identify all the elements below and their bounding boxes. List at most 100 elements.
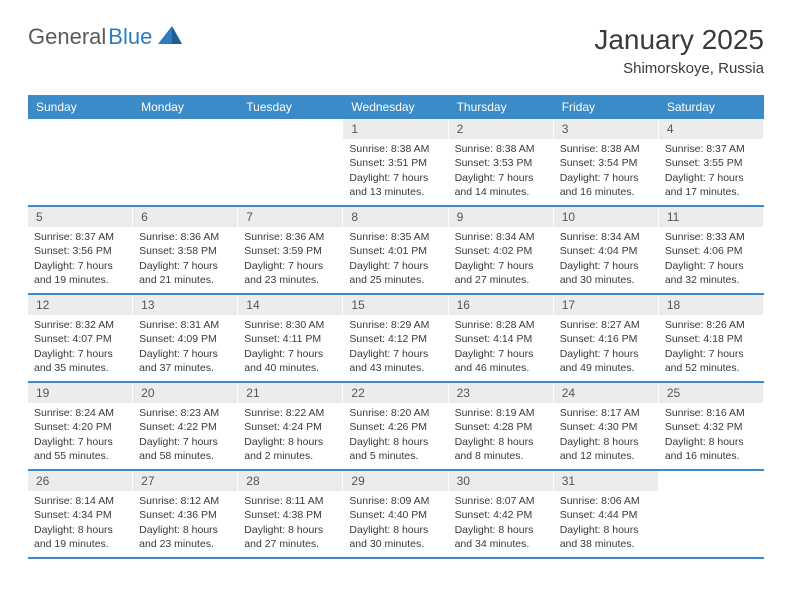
daylight-line-2: and 27 minutes. bbox=[244, 537, 336, 551]
day-number: 24 bbox=[554, 383, 658, 403]
sunrise-line: Sunrise: 8:36 AM bbox=[139, 230, 231, 244]
day-body: Sunrise: 8:11 AMSunset: 4:38 PMDaylight:… bbox=[238, 491, 342, 557]
sunrise-line: Sunrise: 8:11 AM bbox=[244, 494, 336, 508]
sunset-line: Sunset: 4:06 PM bbox=[665, 244, 757, 258]
daylight-line-2: and 25 minutes. bbox=[349, 273, 441, 287]
sunset-line: Sunset: 3:51 PM bbox=[349, 156, 441, 170]
daylight-line-2: and 55 minutes. bbox=[34, 449, 126, 463]
day-body: Sunrise: 8:28 AMSunset: 4:14 PMDaylight:… bbox=[449, 315, 553, 381]
sunrise-line: Sunrise: 8:22 AM bbox=[244, 406, 336, 420]
day-cell: 16Sunrise: 8:28 AMSunset: 4:14 PMDayligh… bbox=[449, 295, 554, 381]
sunset-line: Sunset: 4:42 PM bbox=[455, 508, 547, 522]
sunrise-line: Sunrise: 8:12 AM bbox=[139, 494, 231, 508]
sunset-line: Sunset: 4:34 PM bbox=[34, 508, 126, 522]
day-body: Sunrise: 8:33 AMSunset: 4:06 PMDaylight:… bbox=[659, 227, 763, 293]
daylight-line-2: and 16 minutes. bbox=[665, 449, 757, 463]
day-number: 12 bbox=[28, 295, 132, 315]
day-cell bbox=[133, 119, 238, 205]
sunset-line: Sunset: 4:09 PM bbox=[139, 332, 231, 346]
day-cell: 10Sunrise: 8:34 AMSunset: 4:04 PMDayligh… bbox=[554, 207, 659, 293]
day-number: 26 bbox=[28, 471, 132, 491]
day-body: Sunrise: 8:32 AMSunset: 4:07 PMDaylight:… bbox=[28, 315, 132, 381]
day-cell: 19Sunrise: 8:24 AMSunset: 4:20 PMDayligh… bbox=[28, 383, 133, 469]
day-body: Sunrise: 8:26 AMSunset: 4:18 PMDaylight:… bbox=[659, 315, 763, 381]
day-cell: 11Sunrise: 8:33 AMSunset: 4:06 PMDayligh… bbox=[659, 207, 764, 293]
daylight-line-1: Daylight: 8 hours bbox=[665, 435, 757, 449]
day-body: Sunrise: 8:38 AMSunset: 3:53 PMDaylight:… bbox=[449, 139, 553, 205]
week-row: 12Sunrise: 8:32 AMSunset: 4:07 PMDayligh… bbox=[28, 295, 764, 383]
sunrise-line: Sunrise: 8:34 AM bbox=[455, 230, 547, 244]
day-cell: 8Sunrise: 8:35 AMSunset: 4:01 PMDaylight… bbox=[343, 207, 448, 293]
day-body: Sunrise: 8:31 AMSunset: 4:09 PMDaylight:… bbox=[133, 315, 237, 381]
sunset-line: Sunset: 4:11 PM bbox=[244, 332, 336, 346]
day-cell: 27Sunrise: 8:12 AMSunset: 4:36 PMDayligh… bbox=[133, 471, 238, 557]
logo-text-b: Blue bbox=[108, 24, 152, 50]
daylight-line-2: and 8 minutes. bbox=[455, 449, 547, 463]
day-cell: 12Sunrise: 8:32 AMSunset: 4:07 PMDayligh… bbox=[28, 295, 133, 381]
sunset-line: Sunset: 4:32 PM bbox=[665, 420, 757, 434]
day-header: Monday bbox=[133, 95, 238, 119]
location-label: Shimorskoye, Russia bbox=[594, 60, 764, 77]
day-body: Sunrise: 8:20 AMSunset: 4:26 PMDaylight:… bbox=[343, 403, 447, 469]
daylight-line-2: and 16 minutes. bbox=[560, 185, 652, 199]
week-row: 26Sunrise: 8:14 AMSunset: 4:34 PMDayligh… bbox=[28, 471, 764, 559]
day-cell bbox=[238, 119, 343, 205]
daylight-line-1: Daylight: 8 hours bbox=[34, 523, 126, 537]
day-cell: 24Sunrise: 8:17 AMSunset: 4:30 PMDayligh… bbox=[554, 383, 659, 469]
day-number: 31 bbox=[554, 471, 658, 491]
day-number: 23 bbox=[449, 383, 553, 403]
day-number: 10 bbox=[554, 207, 658, 227]
sunset-line: Sunset: 4:44 PM bbox=[560, 508, 652, 522]
day-body: Sunrise: 8:23 AMSunset: 4:22 PMDaylight:… bbox=[133, 403, 237, 469]
daylight-line-1: Daylight: 7 hours bbox=[349, 347, 441, 361]
day-cell: 1Sunrise: 8:38 AMSunset: 3:51 PMDaylight… bbox=[343, 119, 448, 205]
daylight-line-2: and 52 minutes. bbox=[665, 361, 757, 375]
day-number: 7 bbox=[238, 207, 342, 227]
daylight-line-1: Daylight: 7 hours bbox=[349, 171, 441, 185]
day-number: 11 bbox=[659, 207, 763, 227]
daylight-line-1: Daylight: 7 hours bbox=[139, 347, 231, 361]
daylight-line-2: and 13 minutes. bbox=[349, 185, 441, 199]
daylight-line-1: Daylight: 7 hours bbox=[665, 347, 757, 361]
daylight-line-1: Daylight: 7 hours bbox=[244, 347, 336, 361]
sunset-line: Sunset: 3:55 PM bbox=[665, 156, 757, 170]
day-body: Sunrise: 8:17 AMSunset: 4:30 PMDaylight:… bbox=[554, 403, 658, 469]
day-number: 8 bbox=[343, 207, 447, 227]
day-cell: 20Sunrise: 8:23 AMSunset: 4:22 PMDayligh… bbox=[133, 383, 238, 469]
logo: GeneralBlue bbox=[28, 24, 182, 50]
week-row: 1Sunrise: 8:38 AMSunset: 3:51 PMDaylight… bbox=[28, 119, 764, 207]
daylight-line-2: and 43 minutes. bbox=[349, 361, 441, 375]
sunset-line: Sunset: 4:26 PM bbox=[349, 420, 441, 434]
daylight-line-1: Daylight: 7 hours bbox=[455, 171, 547, 185]
daylight-line-1: Daylight: 7 hours bbox=[560, 347, 652, 361]
daylight-line-2: and 19 minutes. bbox=[34, 537, 126, 551]
sunset-line: Sunset: 3:58 PM bbox=[139, 244, 231, 258]
sunset-line: Sunset: 4:12 PM bbox=[349, 332, 441, 346]
day-body: Sunrise: 8:22 AMSunset: 4:24 PMDaylight:… bbox=[238, 403, 342, 469]
day-cell: 21Sunrise: 8:22 AMSunset: 4:24 PMDayligh… bbox=[238, 383, 343, 469]
sunrise-line: Sunrise: 8:14 AM bbox=[34, 494, 126, 508]
sunrise-line: Sunrise: 8:37 AM bbox=[665, 142, 757, 156]
daylight-line-1: Daylight: 7 hours bbox=[34, 347, 126, 361]
daylight-line-1: Daylight: 7 hours bbox=[665, 171, 757, 185]
sunset-line: Sunset: 4:22 PM bbox=[139, 420, 231, 434]
day-body: Sunrise: 8:07 AMSunset: 4:42 PMDaylight:… bbox=[449, 491, 553, 557]
daylight-line-1: Daylight: 8 hours bbox=[139, 523, 231, 537]
day-number: 25 bbox=[659, 383, 763, 403]
sunrise-line: Sunrise: 8:06 AM bbox=[560, 494, 652, 508]
sunrise-line: Sunrise: 8:38 AM bbox=[349, 142, 441, 156]
day-cell: 4Sunrise: 8:37 AMSunset: 3:55 PMDaylight… bbox=[659, 119, 764, 205]
sunrise-line: Sunrise: 8:35 AM bbox=[349, 230, 441, 244]
day-cell: 25Sunrise: 8:16 AMSunset: 4:32 PMDayligh… bbox=[659, 383, 764, 469]
title-block: January 2025 Shimorskoye, Russia bbox=[594, 24, 764, 77]
daylight-line-1: Daylight: 7 hours bbox=[244, 259, 336, 273]
day-cell: 23Sunrise: 8:19 AMSunset: 4:28 PMDayligh… bbox=[449, 383, 554, 469]
day-number: 2 bbox=[449, 119, 553, 139]
day-header: Tuesday bbox=[238, 95, 343, 119]
day-cell: 13Sunrise: 8:31 AMSunset: 4:09 PMDayligh… bbox=[133, 295, 238, 381]
day-number: 9 bbox=[449, 207, 553, 227]
day-body: Sunrise: 8:09 AMSunset: 4:40 PMDaylight:… bbox=[343, 491, 447, 557]
day-cell: 22Sunrise: 8:20 AMSunset: 4:26 PMDayligh… bbox=[343, 383, 448, 469]
logo-text-a: General bbox=[28, 24, 106, 50]
day-body: Sunrise: 8:38 AMSunset: 3:51 PMDaylight:… bbox=[343, 139, 447, 205]
